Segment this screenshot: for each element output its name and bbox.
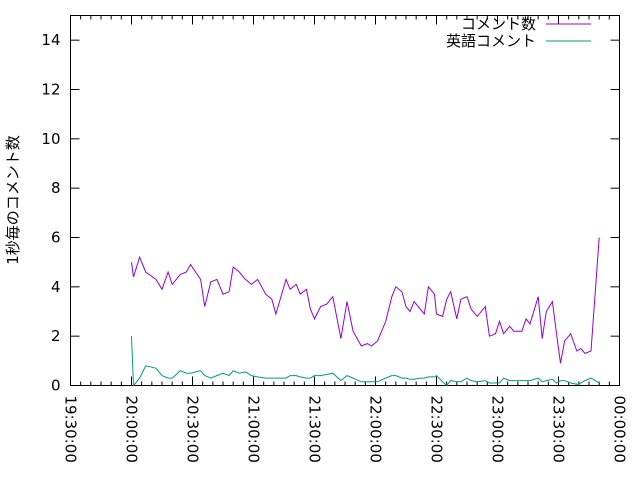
y-tick-label: 10 (41, 130, 60, 148)
axis-ticks: 0 2 4 6 8 10 12 14 19:30:00 20:00:00 20:30:00 21:00… (41, 15, 629, 463)
x-tick-label: 22:00:00 (367, 396, 385, 463)
x-tick-label: 20:30:00 (184, 396, 202, 463)
x-tick-label: 20:00:00 (123, 396, 141, 463)
legend: コメント数 英語コメント (446, 15, 591, 50)
y-tick-label: 0 (51, 377, 61, 395)
legend-label-0: コメント数 (461, 15, 536, 33)
y-tick-label: 14 (41, 31, 60, 49)
series-line-0 (131, 237, 600, 364)
y-tick-label: 8 (51, 179, 61, 197)
x-tick-label: 21:30:00 (306, 396, 324, 463)
series-lines (131, 237, 600, 387)
y-tick-label: 4 (51, 278, 61, 296)
x-tick-label: 23:30:00 (550, 396, 568, 463)
series-line-1 (131, 336, 600, 387)
y-tick-label: 2 (51, 327, 61, 345)
y-tick-label: 12 (41, 81, 60, 99)
y-tick-label: 6 (51, 229, 61, 247)
x-tick-label: 22:30:00 (428, 396, 446, 463)
x-tick-label: 23:00:00 (489, 396, 507, 463)
legend-label-1: 英語コメント (446, 32, 536, 50)
x-tick-label: 21:00:00 (245, 396, 263, 463)
y-axis-label: 1秒毎のコメント数 (4, 135, 22, 265)
x-tick-label: 00:00:00 (611, 396, 629, 463)
x-tick-label: 19:30:00 (62, 396, 80, 463)
plot-frame (70, 15, 620, 386)
